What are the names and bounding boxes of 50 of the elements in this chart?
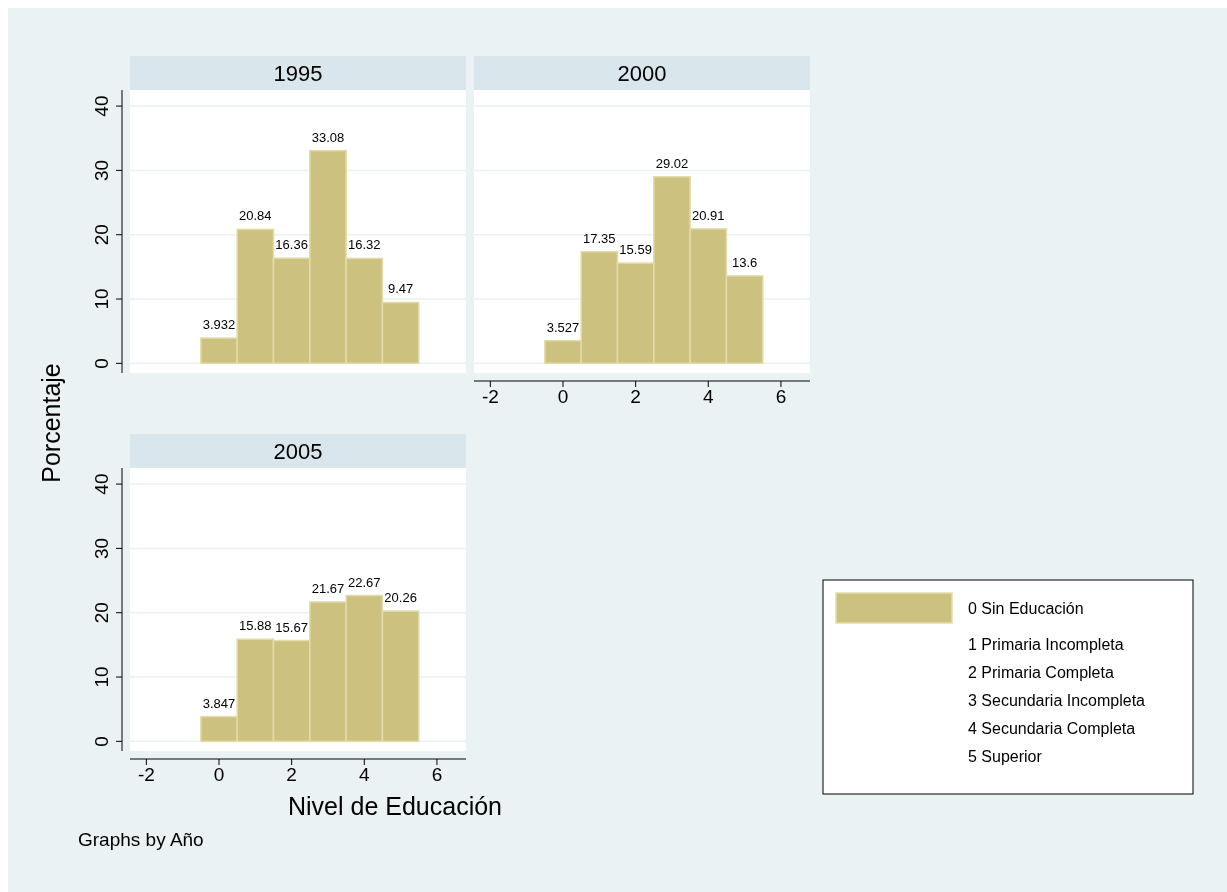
text: Graphs by Año (78, 829, 204, 850)
y-tick-label: 20 (91, 602, 112, 624)
data-label: 16.36 (275, 237, 308, 253)
text: 2 Primaria Completa (968, 664, 1114, 681)
data-label: 9.47 (387, 281, 414, 297)
y-tick-label: 40 (91, 95, 112, 117)
data-label: 21.67 (311, 580, 345, 596)
chart-title: 2000 (617, 61, 667, 86)
y-tick-label: 40 (91, 473, 112, 495)
data-label: 3.932 (202, 317, 236, 333)
y-tick-label: 20 (91, 224, 112, 246)
text: 4 Secundaria Completa (968, 720, 1136, 737)
text: 1 Primaria Incompleta (968, 636, 1124, 653)
chart-title: 2005 (273, 439, 323, 464)
x-tick-label: 0 (557, 386, 569, 407)
data-label: 16.32 (348, 237, 381, 253)
x-tick-label: 0 (213, 764, 225, 785)
chart-title: 1995 (273, 61, 323, 86)
y-tick-label: 10 (91, 666, 112, 688)
data-label: 13.6 (731, 254, 758, 270)
data-label: 15.59 (619, 242, 652, 258)
data-label: 20.26 (384, 590, 417, 606)
y-tick-label: 30 (91, 159, 112, 181)
x-tick-label: -2 (481, 386, 499, 407)
data-label: 29.02 (655, 155, 689, 171)
x-tick-label: 2 (286, 764, 297, 785)
text: 5 Superior (968, 748, 1043, 765)
x-tick-label: 6 (431, 764, 443, 785)
x-tick-label: 2 (630, 386, 641, 407)
data-label: 33.08 (311, 129, 345, 145)
data-label: 22.67 (348, 574, 381, 590)
data-label: 3.847 (202, 695, 236, 711)
x-tick-label: 6 (775, 386, 787, 407)
x-tick-label: 4 (359, 764, 370, 785)
data-label: 17.35 (583, 230, 616, 246)
y-axis-title: Porcentaje (37, 363, 65, 483)
x-axis-title: Nivel de Educación (287, 792, 503, 820)
y-tick-label: 0 (91, 358, 112, 369)
x-tick-label: -2 (137, 764, 155, 785)
y-tick-label: 0 (91, 736, 112, 747)
data-label: 20.91 (692, 207, 725, 223)
y-tick-label: 30 (91, 537, 112, 559)
text: 0 Sin Educación (968, 600, 1084, 617)
data-label: 3.527 (546, 319, 580, 335)
data-label: 15.67 (275, 619, 308, 635)
y-tick-label: 10 (91, 288, 112, 310)
text: 3 Secundaria Incompleta (968, 692, 1146, 709)
data-label: 20.84 (239, 208, 272, 224)
data-label: 15.88 (239, 618, 272, 634)
x-tick-label: 4 (703, 386, 714, 407)
